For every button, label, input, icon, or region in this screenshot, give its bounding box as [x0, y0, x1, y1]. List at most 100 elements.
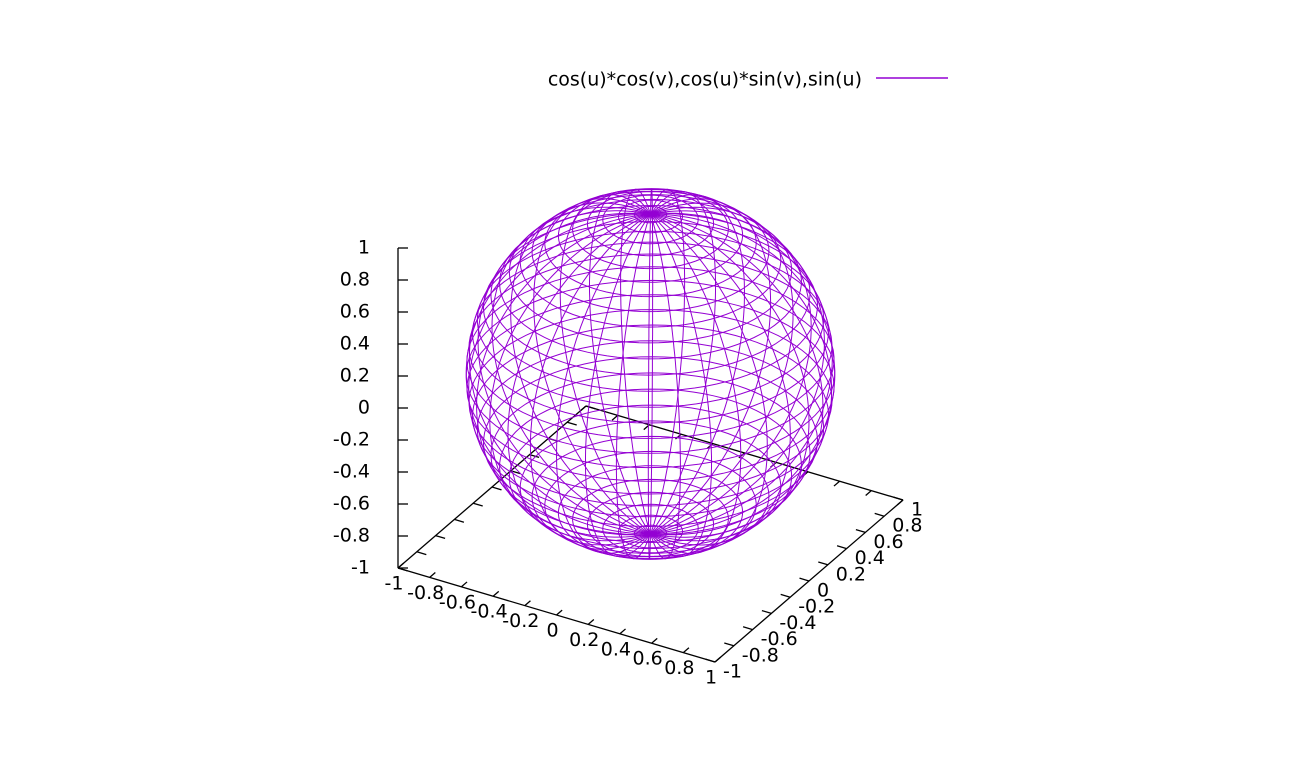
legend-label: cos(u)*cos(v),cos(u)*sin(v),sin(u)	[548, 69, 862, 91]
mesh-line	[647, 213, 651, 560]
mesh-line	[585, 213, 651, 558]
z-tick-label: 0.4	[340, 333, 370, 355]
x-tick	[714, 656, 722, 663]
x-tick-label: -0.4	[471, 601, 508, 623]
x-tick-label: 0.8	[664, 657, 694, 679]
z-tick-label: 0.6	[340, 301, 370, 323]
mesh-line	[650, 188, 686, 535]
x-tick	[619, 628, 626, 635]
x-tick	[429, 572, 436, 578]
y-tick	[799, 577, 810, 582]
y-tick	[761, 609, 772, 615]
y-tick	[454, 518, 465, 523]
y-tick	[742, 626, 753, 631]
mesh-line	[476, 213, 651, 538]
y-tick	[473, 502, 483, 507]
x-tick-label: 0.4	[601, 638, 631, 660]
mesh-line	[650, 213, 836, 535]
y-tick	[705, 658, 716, 663]
mesh-line	[491, 206, 651, 535]
mesh-line	[615, 213, 651, 560]
y-tick	[491, 486, 502, 491]
y-tick-label: 1	[911, 499, 923, 521]
x-tick	[651, 637, 658, 644]
x-tick	[556, 609, 563, 616]
y-tick	[724, 642, 734, 647]
y-tick	[435, 534, 446, 540]
mesh-line	[465, 213, 651, 535]
x-tick	[865, 490, 872, 496]
mesh-line	[589, 190, 651, 535]
x-tick-label: 0	[546, 620, 558, 642]
y-tick-label: -0.2	[798, 596, 835, 618]
mesh-line	[650, 213, 833, 536]
mesh-line	[477, 210, 651, 535]
z-tick-label: -0.8	[333, 525, 370, 547]
mesh-line	[650, 194, 746, 535]
z-tick-label: -0.6	[333, 493, 370, 515]
y-tick	[818, 561, 828, 566]
x-tick	[579, 405, 587, 412]
y-tick	[529, 453, 540, 459]
mesh-line	[650, 212, 833, 535]
y-tick	[855, 528, 866, 534]
x-tick-label: 0.6	[632, 648, 662, 670]
x-tick	[611, 414, 619, 421]
x-tick-label: -0.6	[439, 591, 476, 613]
y-tick-label: -0.8	[742, 644, 779, 666]
y-tick	[874, 512, 885, 517]
y-tick-label: -0.6	[761, 628, 798, 650]
mesh-line	[650, 213, 824, 538]
mesh-line	[555, 213, 651, 554]
mesh-line	[650, 202, 794, 535]
y-tick	[585, 405, 596, 410]
x-tick	[460, 581, 468, 588]
mesh-line	[476, 230, 825, 408]
mesh-line	[468, 309, 833, 495]
x-tick	[896, 499, 904, 506]
mesh-line	[476, 340, 825, 518]
x-tick-label: 0.2	[569, 629, 599, 651]
x-tick-label: 1	[705, 667, 717, 689]
mesh-line	[650, 206, 812, 535]
mesh-line	[510, 202, 651, 535]
y-tick	[836, 545, 847, 550]
x-tick	[587, 619, 595, 625]
mesh-line	[620, 188, 651, 535]
x-tick	[833, 480, 841, 487]
mesh-line	[465, 279, 836, 469]
y-tick-label: -1	[723, 661, 742, 683]
y-tick-label: 0.4	[855, 547, 885, 569]
x-tick	[682, 647, 690, 654]
x-tick-label: -1	[385, 573, 404, 595]
z-tick-label: 0.8	[340, 269, 370, 291]
mesh-line	[533, 198, 651, 535]
x-tick	[492, 590, 500, 597]
z-tick-label: 1	[358, 237, 370, 259]
mesh-line	[468, 213, 651, 536]
x-tick-label: -0.2	[502, 610, 539, 632]
mesh-line	[559, 194, 651, 535]
z-tick-label: -0.4	[333, 461, 370, 483]
mesh-line	[650, 213, 810, 542]
y-tick-label: 0.6	[873, 531, 903, 553]
mesh-line	[650, 213, 768, 550]
mesh-line	[650, 213, 791, 546]
mesh-line	[650, 188, 654, 535]
z-tick-label: 0	[358, 397, 370, 419]
y-tick	[780, 593, 791, 598]
y-tick-label: 0.2	[836, 563, 866, 585]
y-tick	[416, 551, 427, 556]
mesh-line	[650, 213, 681, 560]
mesh-line	[468, 253, 833, 439]
z-tick-label: 0.2	[340, 365, 370, 387]
y-tick-label: 0.8	[892, 515, 922, 537]
y-tick-label: 0	[817, 580, 829, 602]
z-tick-label: -0.2	[333, 429, 370, 451]
x-tick-label: -0.8	[407, 582, 444, 604]
mesh-line	[507, 213, 651, 546]
y-tick	[567, 421, 577, 426]
y-tick	[893, 496, 904, 501]
mesh-line	[650, 213, 712, 558]
